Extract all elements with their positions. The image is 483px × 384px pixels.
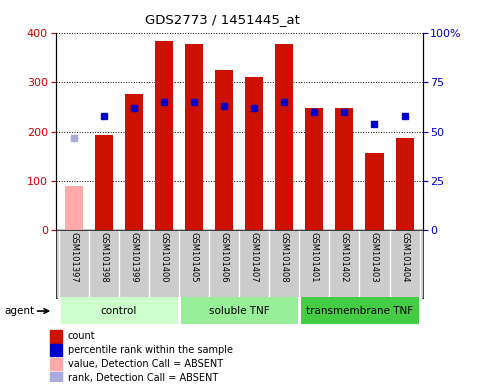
Bar [50, 330, 62, 343]
Text: GSM101408: GSM101408 [280, 232, 289, 283]
Text: soluble TNF: soluble TNF [209, 306, 270, 316]
Text: GSM101405: GSM101405 [189, 232, 199, 283]
Text: rank, Detection Call = ABSENT: rank, Detection Call = ABSENT [68, 373, 218, 383]
Text: GSM101404: GSM101404 [400, 232, 409, 283]
Text: count: count [68, 331, 96, 341]
Text: GSM101407: GSM101407 [250, 232, 258, 283]
Bar [50, 344, 62, 356]
Text: GSM101401: GSM101401 [310, 232, 319, 283]
Text: GSM101399: GSM101399 [129, 232, 138, 283]
Bar [50, 372, 62, 384]
Text: GSM101406: GSM101406 [220, 232, 228, 283]
Bar [95, 135, 113, 230]
Text: GSM101403: GSM101403 [370, 232, 379, 283]
Text: GSM101402: GSM101402 [340, 232, 349, 283]
Bar [366, 153, 384, 230]
Text: control: control [100, 306, 137, 316]
Bar [215, 70, 233, 230]
Bar [65, 186, 83, 230]
Text: GSM101398: GSM101398 [99, 232, 108, 283]
Text: GSM101397: GSM101397 [69, 232, 78, 283]
Bar [245, 77, 263, 230]
Bar [179, 297, 299, 324]
Bar [125, 94, 143, 230]
Bar [185, 43, 203, 230]
Bar [50, 358, 62, 371]
Bar [155, 41, 173, 230]
Bar [58, 297, 179, 324]
Text: percentile rank within the sample: percentile rank within the sample [68, 345, 233, 355]
Bar [299, 297, 420, 324]
Text: agent: agent [5, 306, 35, 316]
Bar [305, 108, 323, 230]
Bar [335, 108, 354, 230]
Text: GSM101400: GSM101400 [159, 232, 169, 283]
Bar [396, 138, 413, 230]
Bar [275, 43, 293, 230]
Text: value, Detection Call = ABSENT: value, Detection Call = ABSENT [68, 359, 223, 369]
Text: GDS2773 / 1451445_at: GDS2773 / 1451445_at [145, 13, 299, 26]
Text: transmembrane TNF: transmembrane TNF [306, 306, 413, 316]
